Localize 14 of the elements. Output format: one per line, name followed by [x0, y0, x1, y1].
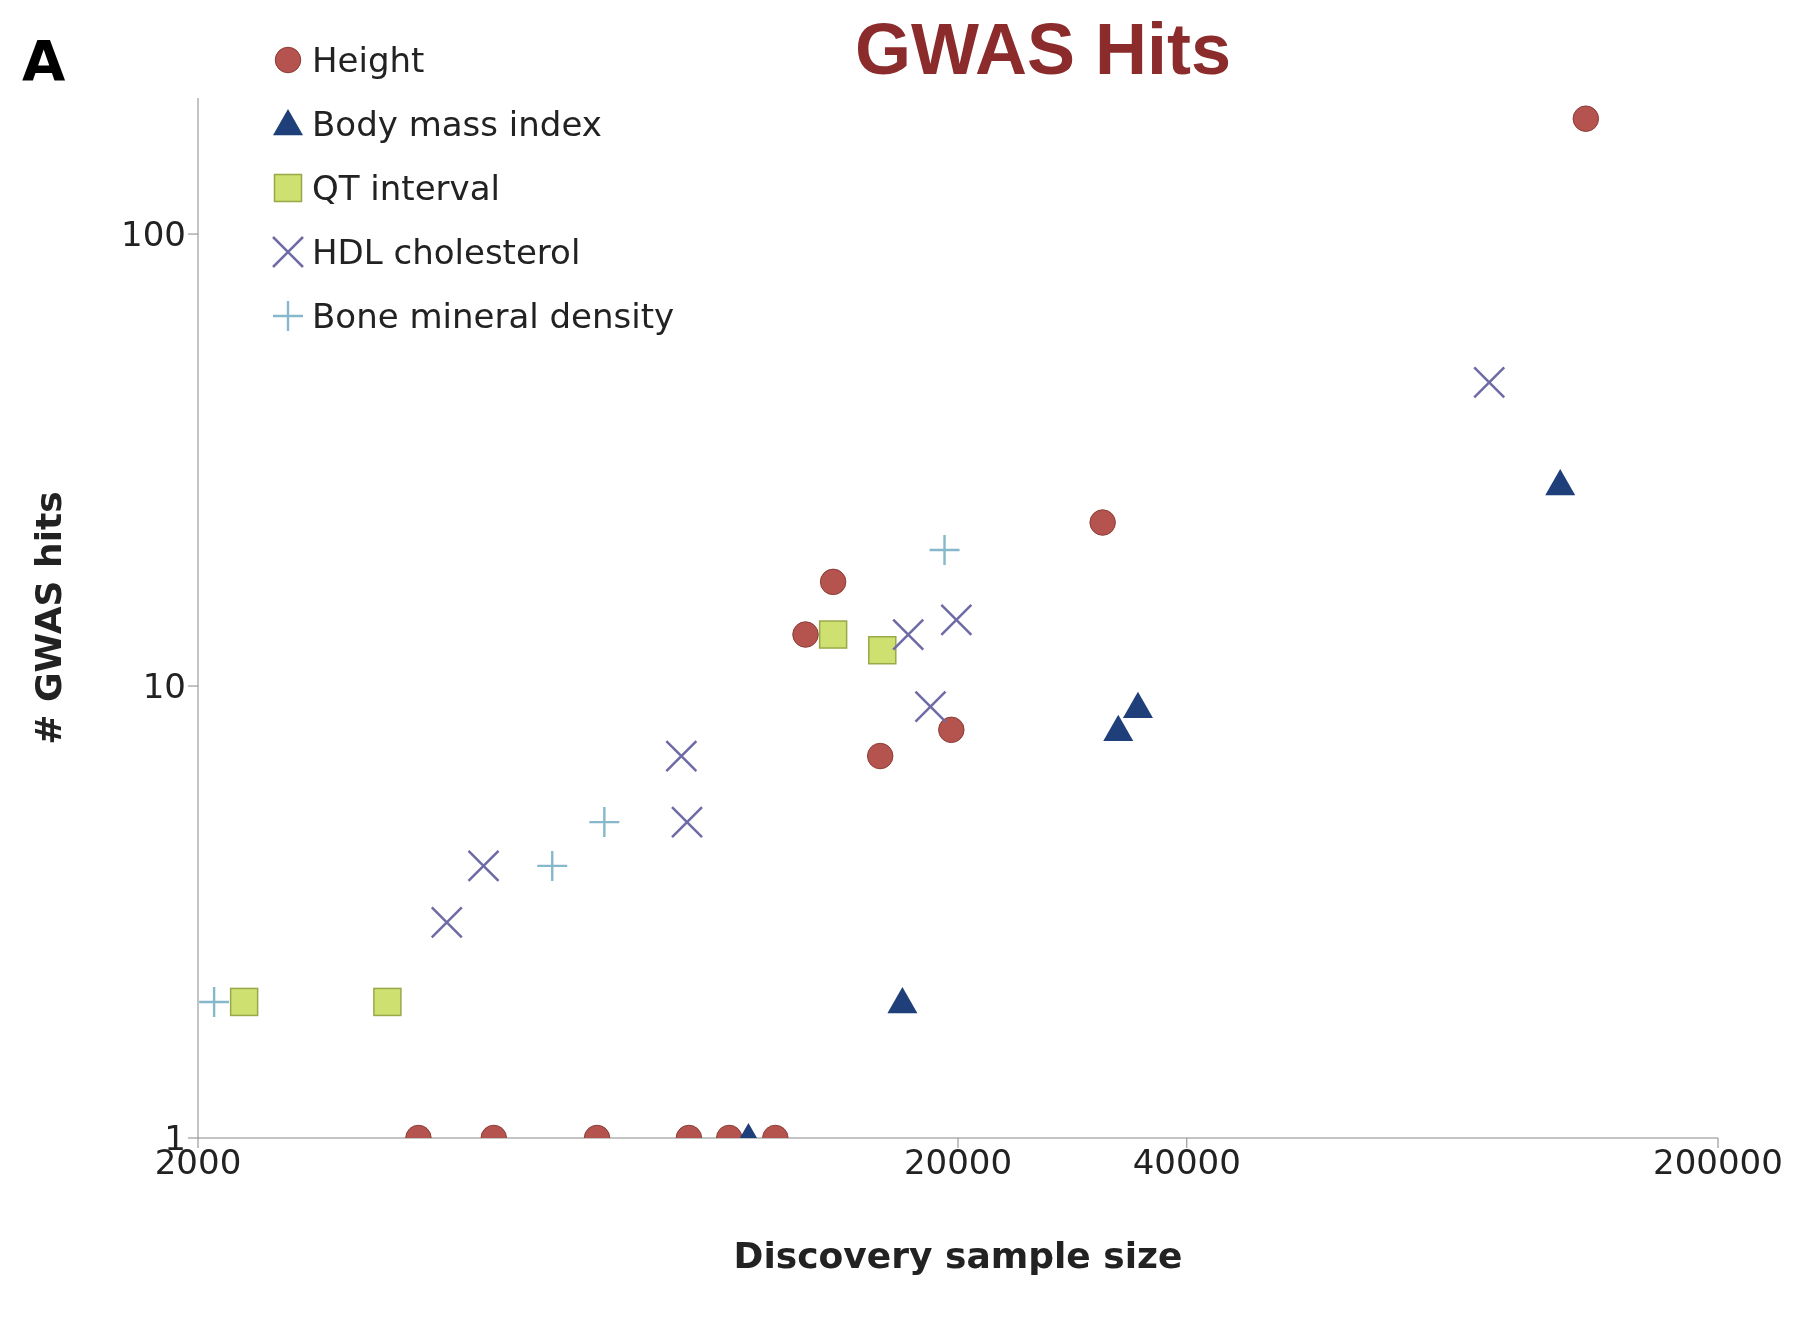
x-axis-title: Discovery sample size [733, 1235, 1183, 1276]
x-tick-label: 20000 [903, 1142, 1013, 1183]
legend-label: HDL cholesterol [312, 232, 581, 272]
x-tick-label: 200000 [1653, 1142, 1783, 1183]
chart-title: GWAS Hits [854, 9, 1232, 89]
x-tick-label: 40000 [1132, 1142, 1241, 1183]
y-tick-label: 10 [142, 666, 186, 707]
legend-label: Bone mineral density [312, 296, 675, 336]
y-tick-label: 100 [121, 214, 186, 255]
text: A [22, 28, 66, 93]
legend-label: Height [312, 40, 425, 80]
legend-label: QT interval [312, 168, 500, 208]
legend-label: Body mass index [312, 104, 602, 144]
y-axis-title: # GWAS hits [27, 491, 69, 745]
